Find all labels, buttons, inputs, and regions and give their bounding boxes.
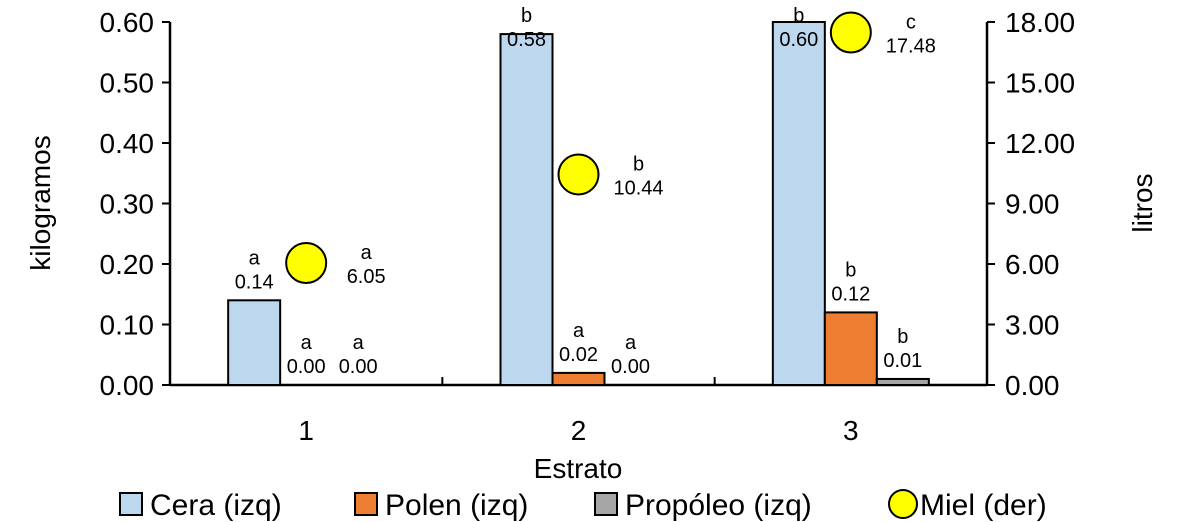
marker-miel: [557, 153, 600, 196]
significance-letter: a: [353, 332, 365, 354]
y2-tick-label: 12.00: [1005, 128, 1075, 159]
bar-propóleo: [875, 377, 930, 387]
bar-cera: [771, 21, 826, 386]
data-label: 0.00: [339, 356, 378, 378]
significance-letter: b: [897, 326, 908, 348]
data-label: 0.00: [287, 356, 326, 378]
legend-label: Miel (der): [920, 489, 1047, 522]
y-tick-label: 0.10: [100, 310, 155, 341]
legend-swatch: [594, 492, 618, 516]
y2-tick-label: 18.00: [1005, 7, 1075, 38]
marker-miel: [285, 241, 328, 284]
legend-label: Cera (izq): [150, 489, 282, 522]
y-tick-label: 0.00: [100, 370, 155, 401]
bar-polen: [551, 371, 606, 386]
data-label: 0.00: [611, 356, 650, 378]
legend-swatch: [888, 489, 918, 519]
bar-polen: [823, 311, 878, 386]
legend: Cera (izq) Polen (izq) Propóleo (izq) Miel …: [119, 489, 1047, 522]
y2-tick-label: 3.00: [1005, 310, 1060, 341]
y2-tick-label: 6.00: [1005, 249, 1060, 280]
y-axis-title: kilogramos: [25, 135, 56, 270]
bar-cera: [499, 33, 554, 386]
y-tick-label: 0.20: [100, 249, 155, 280]
x-axis-title: Estrato: [534, 453, 623, 484]
x-tick-label: 3: [843, 415, 859, 446]
data-label: 0.02: [559, 344, 598, 366]
significance-letter: a: [573, 320, 585, 342]
significance-letter: b: [845, 259, 856, 281]
y2-tick-label: 15.00: [1005, 68, 1075, 99]
y-tick-label: 0.30: [100, 189, 155, 220]
legend-label: Propóleo (izq): [625, 489, 812, 522]
data-label: 10.44: [613, 177, 663, 199]
significance-letter: b: [793, 5, 804, 27]
significance-letter: a: [625, 332, 637, 354]
significance-letter: a: [361, 242, 373, 264]
data-label: 0.14: [235, 271, 274, 293]
significance-letter: b: [633, 153, 644, 175]
plot-area: 0.00 0.10 0.20 0.30 0.40 0.50 0.60 0.00 3.00 6.00…: [100, 5, 1076, 446]
y2-tick-label: 0.00: [1005, 370, 1060, 401]
x-tick-label: 1: [298, 415, 314, 446]
data-label: 17.48: [886, 35, 936, 57]
legend-swatch: [354, 492, 378, 516]
significance-letter: c: [906, 11, 916, 33]
legend-swatch: [119, 492, 143, 516]
y-tick-label: 0.60: [100, 7, 155, 38]
y-tick-label: 0.40: [100, 128, 155, 159]
legend-label: Polen (izq): [385, 489, 528, 522]
data-label: 0.12: [831, 283, 870, 305]
data-label: 6.05: [347, 266, 386, 288]
y2-tick-label: 9.00: [1005, 189, 1060, 220]
bar-cera: [227, 299, 282, 386]
data-label: 0.58: [507, 29, 546, 51]
significance-letter: a: [301, 332, 313, 354]
x-tick-label: 2: [571, 415, 587, 446]
significance-letter: a: [249, 247, 261, 269]
data-label: 0.01: [883, 350, 922, 372]
significance-letter: b: [521, 5, 532, 27]
data-label: 0.60: [779, 29, 818, 51]
y2-axis-title: litros: [1127, 173, 1158, 232]
y-tick-label: 0.50: [100, 68, 155, 99]
marker-miel: [829, 11, 872, 54]
